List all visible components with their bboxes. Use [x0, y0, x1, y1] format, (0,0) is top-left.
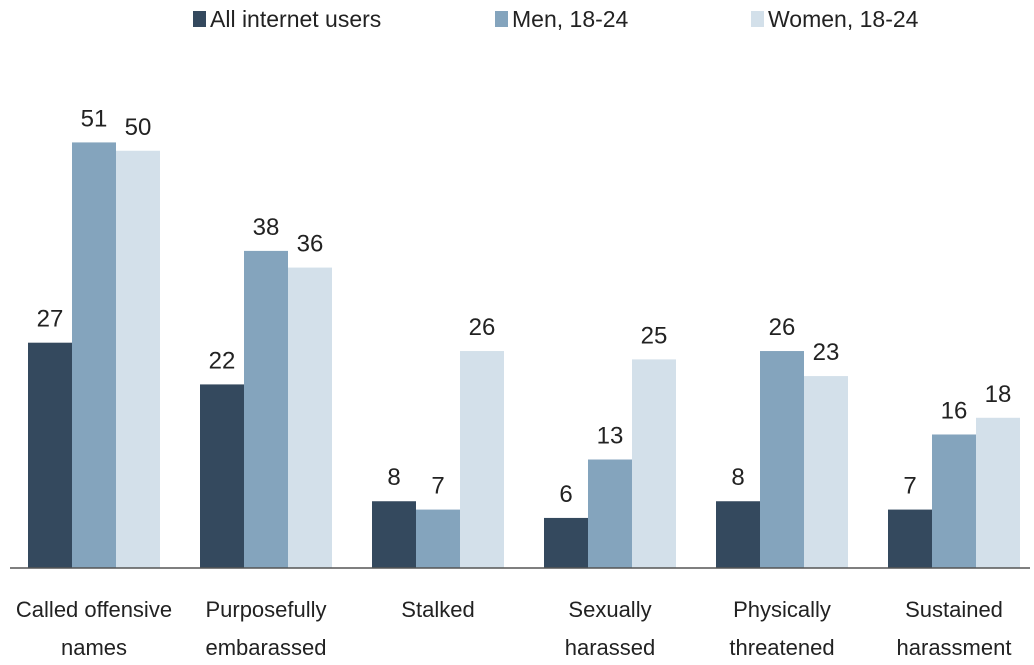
bar-physically-threatened-men-18-24: [760, 351, 804, 568]
category-label-called-offensive-names-line-2: names: [61, 635, 127, 660]
value-label-physically-threatened-all-internet-users: 8: [731, 464, 744, 491]
bar-stalked-women-18-24: [460, 351, 504, 568]
legend-swatch-women-18-24: [751, 11, 764, 27]
bar-purposefully-embarassed-men-18-24: [244, 250, 288, 568]
value-label-sexually-harassed-all-internet-users: 6: [559, 481, 572, 508]
bar-stalked-all-internet-users: [372, 501, 416, 568]
category-label-purposefully-embarassed-line-2: embarassed: [205, 635, 326, 660]
value-label-purposefully-embarassed-all-internet-users: 22: [209, 347, 236, 374]
bar-sustained-harassment-men-18-24: [932, 434, 976, 568]
bar-called-offensive-names-all-internet-users: [28, 342, 72, 568]
value-label-physically-threatened-men-18-24: 26: [769, 314, 796, 341]
category-label-physically-threatened-line-2: threatened: [729, 635, 834, 660]
bar-stalked-men-18-24: [416, 509, 460, 568]
value-label-physically-threatened-women-18-24: 23: [813, 339, 840, 366]
value-label-stalked-men-18-24: 7: [431, 473, 444, 500]
legend-label-women-18-24: Women, 18-24: [768, 6, 919, 32]
bar-physically-threatened-women-18-24: [804, 376, 848, 568]
bar-sustained-harassment-women-18-24: [976, 417, 1020, 568]
value-label-sexually-harassed-men-18-24: 13: [597, 423, 624, 450]
value-label-purposefully-embarassed-women-18-24: 36: [297, 231, 324, 258]
category-label-sustained-harassment-line-2: harassment: [897, 635, 1012, 660]
bar-called-offensive-names-women-18-24: [116, 150, 160, 569]
bar-sexually-harassed-all-internet-users: [544, 517, 588, 568]
bars: [28, 142, 1020, 569]
legend-label-all-internet-users: All internet users: [210, 6, 381, 32]
value-label-purposefully-embarassed-men-18-24: 38: [253, 214, 280, 241]
value-label-called-offensive-names-all-internet-users: 27: [37, 306, 64, 333]
category-label-stalked-line-1: Stalked: [401, 597, 474, 622]
bar-called-offensive-names-men-18-24: [72, 142, 116, 568]
legend-swatch-all-internet-users: [193, 11, 206, 27]
value-labels: 27 51 50 22 38 36 8 7 26 6 13 25 8 26 23 7 16 18: [37, 105, 1012, 508]
legend-swatch-men-18-24: [495, 11, 508, 27]
value-label-sustained-harassment-men-18-24: 16: [941, 397, 968, 424]
category-label-sexually-harassed-line-2: harassed: [565, 635, 656, 660]
category-label-sexually-harassed-line-1: Sexually: [568, 597, 651, 622]
value-label-sexually-harassed-women-18-24: 25: [641, 322, 668, 349]
value-label-stalked-women-18-24: 26: [469, 314, 496, 341]
value-label-sustained-harassment-women-18-24: 18: [985, 381, 1012, 408]
legend: All internet users Men, 18-24 Women, 18-24: [193, 6, 919, 32]
category-label-physically-threatened-line-1: Physically: [733, 597, 831, 622]
legend-label-men-18-24: Men, 18-24: [512, 6, 629, 32]
category-labels: Called offensive names Purposefully embaras…: [16, 597, 1012, 660]
bar-sexually-harassed-women-18-24: [632, 359, 676, 568]
bar-purposefully-embarassed-all-internet-users: [200, 384, 244, 568]
value-label-called-offensive-names-women-18-24: 50: [125, 114, 152, 141]
bar-sustained-harassment-all-internet-users: [888, 509, 932, 568]
category-label-called-offensive-names-line-1: Called offensive: [16, 597, 172, 622]
category-label-purposefully-embarassed-line-1: Purposefully: [205, 597, 326, 622]
value-label-stalked-all-internet-users: 8: [387, 464, 400, 491]
bar-purposefully-embarassed-women-18-24: [288, 267, 332, 568]
value-label-sustained-harassment-all-internet-users: 7: [903, 473, 916, 500]
bar-sexually-harassed-men-18-24: [588, 459, 632, 568]
value-label-called-offensive-names-men-18-24: 51: [81, 105, 108, 132]
bar-physically-threatened-all-internet-users: [716, 501, 760, 568]
category-label-sustained-harassment-line-1: Sustained: [905, 597, 1003, 622]
